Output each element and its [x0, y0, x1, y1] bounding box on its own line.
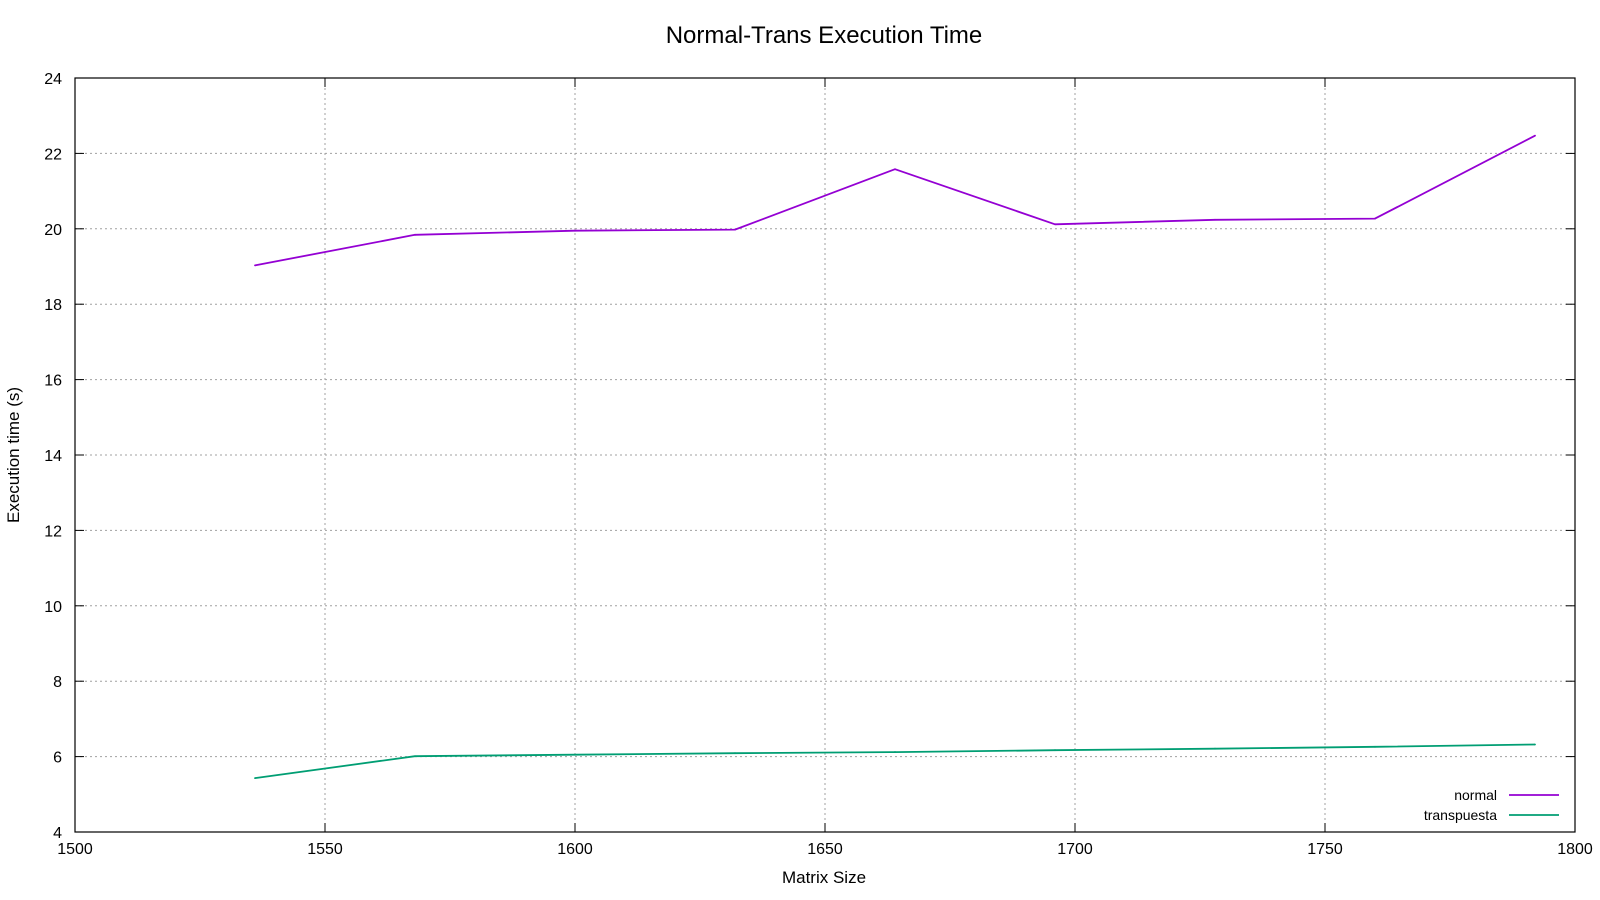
x-tick-label: 1700	[1057, 841, 1093, 858]
y-tick-label: 14	[44, 448, 62, 465]
data-point-normal	[574, 229, 576, 232]
data-point-transpuesta	[1054, 749, 1056, 752]
data-point-normal	[254, 264, 256, 267]
data-point-normal	[1534, 134, 1536, 137]
data-point-transpuesta	[734, 752, 736, 755]
data-point-transpuesta	[1534, 743, 1536, 746]
y-tick-label: 12	[44, 523, 62, 540]
y-tick-label: 8	[53, 674, 62, 691]
legend: normal transpuesta	[1424, 787, 1559, 823]
y-tick-label: 20	[44, 222, 62, 239]
x-tick-label: 1550	[307, 841, 343, 858]
y-tick-label: 4	[53, 825, 62, 842]
data-point-normal	[894, 168, 896, 171]
data-point-transpuesta	[1374, 745, 1376, 748]
data-point-transpuesta	[894, 751, 896, 753]
y-tick-label: 24	[44, 71, 62, 88]
data-point-normal	[414, 233, 416, 236]
legend-label-transpuesta: transpuesta	[1424, 807, 1497, 823]
chart-title: Normal-Trans Execution Time	[666, 22, 983, 49]
data-point-transpuesta	[1214, 747, 1216, 750]
y-axis-title: Execution time (s)	[4, 387, 23, 523]
data-point-normal	[734, 228, 736, 231]
y-tick-label: 22	[44, 146, 62, 163]
tick-layer: 1500 1550 1600 1650 1700 1750 1800 4 6 8 10 12 14 16 1…	[44, 71, 1593, 858]
x-axis-title: Matrix Size	[782, 868, 866, 887]
series-line-transpuesta	[254, 743, 1536, 779]
data-point-normal	[1374, 217, 1376, 220]
y-tick-label: 16	[44, 373, 62, 390]
x-tick-label: 1800	[1557, 841, 1593, 858]
data-point-transpuesta	[574, 753, 576, 756]
data-point-normal	[1054, 223, 1056, 226]
x-tick-label: 1750	[1307, 841, 1343, 858]
x-tick-label: 1650	[807, 841, 843, 858]
x-tick-label: 1600	[557, 841, 593, 858]
y-tick-label: 18	[44, 297, 62, 314]
grid-layer	[75, 78, 1575, 832]
data-point-transpuesta	[254, 777, 256, 779]
x-tick-label: 1500	[57, 841, 93, 858]
data-point-normal	[1214, 218, 1216, 221]
y-tick-label: 6	[53, 750, 62, 767]
series-layer	[254, 134, 1536, 779]
data-point-transpuesta	[414, 755, 416, 758]
legend-label-normal: normal	[1454, 787, 1497, 803]
series-line-normal	[254, 134, 1536, 267]
y-tick-label: 10	[44, 599, 62, 616]
